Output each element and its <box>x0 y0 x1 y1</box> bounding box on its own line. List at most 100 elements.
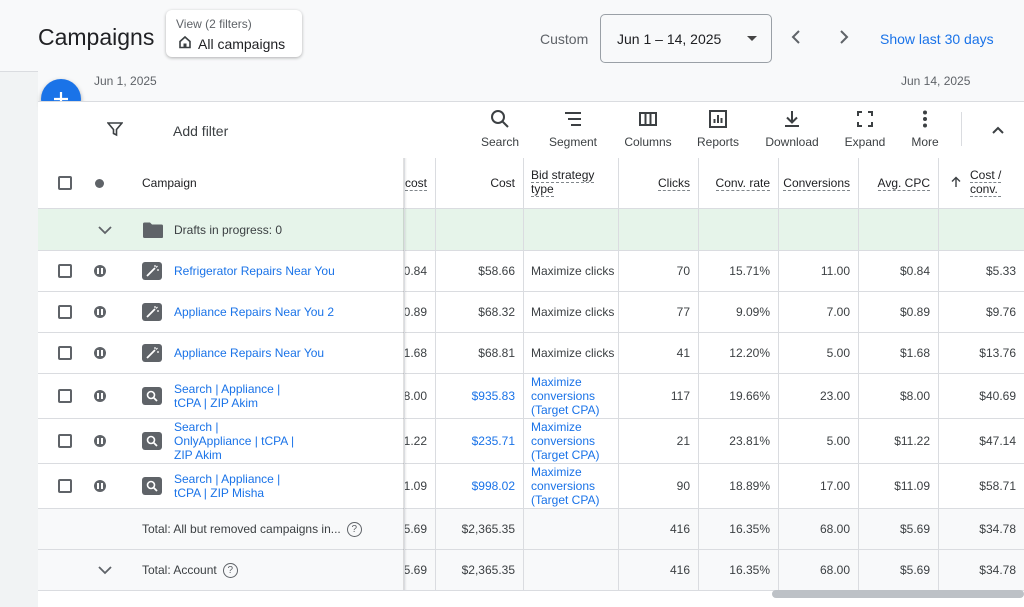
row-checkbox[interactable] <box>58 374 78 418</box>
cell-cost: $68.81 <box>478 346 515 360</box>
cell-cost-partial: 1.22 <box>403 434 427 448</box>
cell-cost-per-conv: $58.71 <box>979 479 1016 493</box>
download-label: Download <box>765 135 819 149</box>
row-checkbox[interactable] <box>58 419 78 463</box>
pause-icon[interactable] <box>94 419 108 463</box>
pause-icon[interactable] <box>94 464 108 508</box>
campaign-name-link[interactable]: Appliance Repairs Near You 2 <box>174 305 335 319</box>
search-button[interactable]: Search <box>479 108 521 149</box>
view-selector[interactable]: View (2 filters) All campaigns <box>166 10 302 57</box>
expand-button[interactable]: Expand <box>840 108 890 149</box>
campaign-name-link[interactable]: Search | OnlyAppliance | tCPA | ZIP Akim <box>174 420 295 462</box>
columns-button[interactable]: Columns <box>620 108 676 149</box>
campaign-name-link[interactable]: Search | Appliance | tCPA | ZIP Akim <box>174 382 281 410</box>
drafts-label[interactable]: Drafts in progress: 0 <box>174 222 283 237</box>
cell-cost[interactable]: $935.83 <box>471 389 515 403</box>
cell-conversions: 7.00 <box>826 305 850 319</box>
header-avg-cpc[interactable]: Avg. CPC <box>877 175 930 191</box>
add-filter-button[interactable]: Add filter <box>173 123 229 139</box>
cell-conv-rate: 15.71% <box>729 264 770 278</box>
total-cell-conv-rate: 16.35% <box>729 563 770 577</box>
cell-bid-strategy[interactable]: Maximize conversions (Target CPA) <box>531 465 600 507</box>
pause-icon[interactable] <box>94 374 108 418</box>
total-cell-conversions: 68.00 <box>819 563 850 577</box>
cell-cost-partial: 0.89 <box>403 305 427 319</box>
cell-avg-cpc: $0.89 <box>899 305 930 319</box>
magic-wand-icon <box>142 251 164 291</box>
header-bar: Campaigns View (2 filters) All campaigns… <box>0 0 1024 72</box>
row-checkbox[interactable] <box>58 333 78 373</box>
chevron-left-icon[interactable] <box>786 27 806 47</box>
chevron-down-icon[interactable] <box>96 550 116 590</box>
table-row: Appliance Repairs Near You 2 0.89 $68.32 77… <box>38 292 1024 333</box>
cell-clicks: 117 <box>670 389 690 403</box>
column-divider <box>404 158 405 591</box>
cell-cost-per-conv: $40.69 <box>979 389 1016 403</box>
total-cell-cost-partial: 5.69 <box>403 522 427 536</box>
download-button[interactable]: Download <box>761 108 823 149</box>
more-button[interactable]: More <box>906 108 944 149</box>
cell-conv-rate: 19.66% <box>729 389 770 403</box>
header-bid-strategy-type[interactable]: Bid strategy type <box>531 168 595 197</box>
header-conversions[interactable]: Conversions <box>783 175 850 191</box>
select-all-checkbox[interactable] <box>58 158 78 208</box>
header-conv-rate[interactable]: Conv. rate <box>715 175 770 191</box>
page-title: Campaigns <box>38 24 155 50</box>
total-cell-cost-per-conv: $34.78 <box>979 563 1016 577</box>
campaign-name-link[interactable]: Appliance Repairs Near You <box>174 346 325 360</box>
cell-clicks: 41 <box>676 346 690 360</box>
show-last-30-days-link[interactable]: Show last 30 days <box>880 31 994 47</box>
column-divider <box>698 158 699 591</box>
columns-label: Columns <box>624 135 672 149</box>
total-cell-cost-per-conv: $34.78 <box>979 522 1016 536</box>
row-checkbox[interactable] <box>58 251 78 291</box>
reports-button[interactable]: Reports <box>693 108 743 149</box>
cell-bid-strategy: Maximize clicks <box>531 305 615 319</box>
view-value-label: All campaigns <box>198 35 286 52</box>
custom-range-label: Custom <box>540 31 589 47</box>
segment-button[interactable]: Segment <box>545 108 601 149</box>
total-label: Total: All but removed campaigns in...? <box>142 509 392 549</box>
header-cost[interactable]: Cost <box>490 176 515 190</box>
cell-bid-strategy[interactable]: Maximize conversions (Target CPA) <box>531 375 600 417</box>
campaign-name-link[interactable]: Refrigerator Repairs Near You <box>174 264 335 278</box>
header-clicks[interactable]: Clicks <box>658 175 690 191</box>
table-row: Search | Appliance | tCPA | ZIP Akim 8.00 $… <box>38 374 1024 419</box>
campaign-name-link[interactable]: Search | Appliance | tCPA | ZIP Misha <box>174 472 281 500</box>
column-divider <box>435 158 436 591</box>
cell-conversions: 11.00 <box>820 264 850 278</box>
column-divider <box>618 158 619 591</box>
help-icon[interactable]: ? <box>346 521 362 537</box>
pause-icon[interactable] <box>94 292 108 332</box>
pause-icon[interactable] <box>94 251 108 291</box>
expand-label: Expand <box>844 135 886 149</box>
cell-cost[interactable]: $235.71 <box>471 434 515 448</box>
total-cell-conv-rate: 16.35% <box>729 522 770 536</box>
cell-clicks: 70 <box>676 264 690 278</box>
timeline-axis <box>38 71 1024 101</box>
chevron-right-icon[interactable] <box>834 27 854 47</box>
filter-icon[interactable] <box>106 121 124 140</box>
header-cost-per-conv[interactable]: Cost / conv. <box>938 158 1024 208</box>
cell-conversions: 5.00 <box>826 346 850 360</box>
chevron-down-icon[interactable] <box>96 209 116 250</box>
cell-cost: $58.66 <box>478 264 515 278</box>
chevron-up-icon[interactable] <box>989 121 1007 142</box>
help-icon[interactable]: ? <box>222 562 238 578</box>
cell-cost: $68.32 <box>478 305 515 319</box>
row-checkbox[interactable] <box>58 464 78 508</box>
horizontal-scrollbar[interactable] <box>772 590 1024 598</box>
cell-cost-partial: 1.68 <box>403 346 427 360</box>
search-icon <box>491 110 509 128</box>
date-range-picker[interactable]: Jun 1 – 14, 2025 <box>600 14 772 63</box>
cell-clicks: 77 <box>676 305 690 319</box>
cell-bid-strategy[interactable]: Maximize conversions (Target CPA) <box>531 420 600 462</box>
caret-down-icon <box>747 36 757 41</box>
cell-cost[interactable]: $998.02 <box>471 479 515 493</box>
header-cost-partial[interactable]: cost <box>404 175 427 191</box>
pause-icon[interactable] <box>94 333 108 373</box>
header-campaign[interactable]: Campaign <box>142 176 197 190</box>
row-checkbox[interactable] <box>58 292 78 332</box>
table-header-row: Campaign cost Cost Bid strategy type Cli… <box>38 158 1024 209</box>
view-value: All campaigns <box>178 35 285 52</box>
